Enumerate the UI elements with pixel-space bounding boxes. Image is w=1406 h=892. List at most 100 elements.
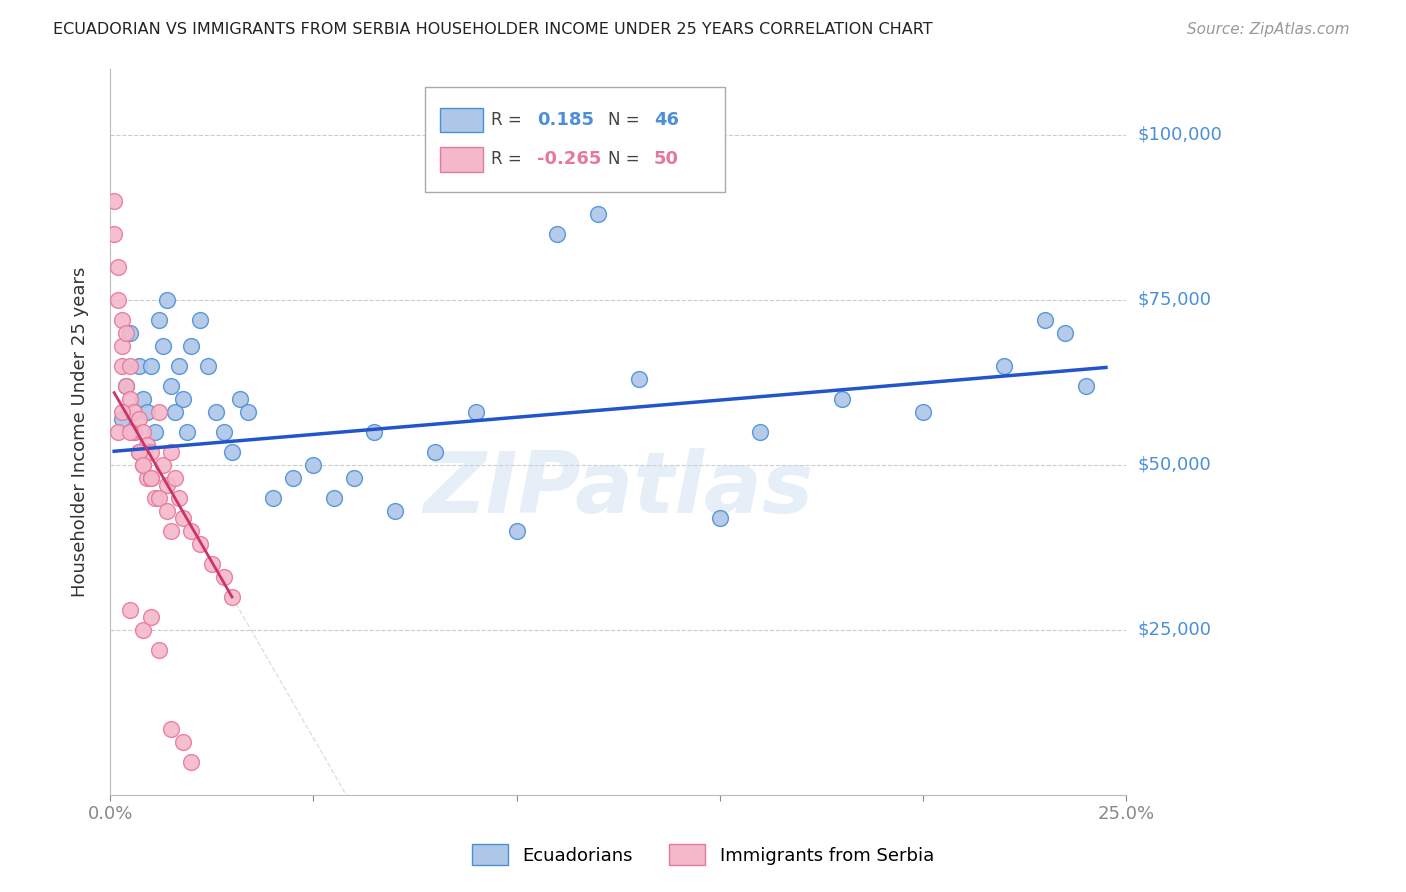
Point: [131, 392, 153, 406]
Point: [139, 609, 162, 624]
Point: [172, 392, 194, 406]
Point: [128, 444, 150, 458]
Point: [505, 524, 527, 538]
Point: [143, 425, 166, 439]
Point: [188, 537, 211, 551]
Point: [197, 359, 219, 373]
Text: $50,000: $50,000: [1137, 456, 1211, 474]
Text: $25,000: $25,000: [1137, 621, 1212, 639]
Point: [120, 425, 142, 439]
Point: [135, 405, 157, 419]
Point: [111, 359, 134, 373]
Point: [152, 458, 174, 472]
Point: [1033, 312, 1056, 326]
Point: [148, 405, 170, 419]
Point: [201, 557, 224, 571]
Point: [180, 755, 202, 769]
Point: [262, 491, 284, 505]
Point: [160, 524, 183, 538]
Point: [115, 326, 138, 340]
Point: [115, 378, 138, 392]
Point: [167, 359, 190, 373]
Point: [124, 425, 146, 439]
Point: [586, 207, 609, 221]
Point: [212, 425, 235, 439]
Point: [143, 491, 166, 505]
Point: [180, 339, 202, 353]
Point: [152, 339, 174, 353]
Point: [107, 425, 129, 439]
Point: [302, 458, 325, 472]
Point: [425, 444, 447, 458]
Point: [120, 603, 142, 617]
Point: [107, 260, 129, 274]
Point: [124, 425, 146, 439]
Point: [627, 372, 650, 386]
Point: [128, 359, 150, 373]
Point: [464, 405, 486, 419]
Point: [709, 510, 731, 524]
Point: [139, 444, 162, 458]
Text: 46: 46: [654, 112, 679, 129]
Legend: Ecuadorians, Immigrants from Serbia: Ecuadorians, Immigrants from Serbia: [463, 835, 943, 874]
Point: [993, 359, 1015, 373]
Point: [165, 471, 187, 485]
Point: [160, 722, 183, 736]
Point: [103, 194, 125, 208]
Point: [111, 339, 134, 353]
Point: [120, 392, 142, 406]
Point: [139, 471, 162, 485]
FancyBboxPatch shape: [440, 147, 484, 171]
Point: [1054, 326, 1077, 340]
Text: $75,000: $75,000: [1137, 291, 1212, 309]
Point: [546, 227, 568, 241]
Point: [831, 392, 853, 406]
Point: [212, 570, 235, 584]
Text: ECUADORIAN VS IMMIGRANTS FROM SERBIA HOUSEHOLDER INCOME UNDER 25 YEARS CORRELATI: ECUADORIAN VS IMMIGRANTS FROM SERBIA HOU…: [53, 22, 934, 37]
Point: [111, 411, 134, 425]
Point: [172, 735, 194, 749]
Point: [229, 392, 252, 406]
FancyBboxPatch shape: [440, 108, 484, 132]
Point: [107, 293, 129, 307]
Point: [131, 458, 153, 472]
Text: R =: R =: [491, 112, 522, 129]
Point: [120, 359, 142, 373]
Point: [131, 458, 153, 472]
Point: [180, 524, 202, 538]
Text: Source: ZipAtlas.com: Source: ZipAtlas.com: [1187, 22, 1350, 37]
Point: [115, 378, 138, 392]
Point: [148, 642, 170, 657]
Point: [281, 471, 304, 485]
Point: [165, 405, 187, 419]
Text: N =: N =: [607, 151, 640, 169]
Text: 0.185: 0.185: [537, 112, 593, 129]
Text: R =: R =: [491, 151, 522, 169]
Point: [172, 510, 194, 524]
Point: [363, 425, 385, 439]
Text: ZIPatlas: ZIPatlas: [423, 449, 813, 532]
FancyBboxPatch shape: [425, 87, 725, 192]
Point: [128, 444, 150, 458]
Point: [135, 471, 157, 485]
Point: [128, 411, 150, 425]
Point: [221, 590, 243, 604]
Point: [221, 444, 243, 458]
Point: [160, 378, 183, 392]
Point: [156, 504, 179, 518]
Point: [156, 293, 179, 307]
Point: [384, 504, 406, 518]
Point: [167, 491, 190, 505]
Point: [204, 405, 226, 419]
Point: [139, 359, 162, 373]
Text: $100,000: $100,000: [1137, 126, 1222, 144]
Point: [160, 444, 183, 458]
Point: [238, 405, 260, 419]
Y-axis label: Householder Income Under 25 years: Householder Income Under 25 years: [72, 267, 89, 597]
Point: [148, 312, 170, 326]
Point: [111, 405, 134, 419]
Point: [131, 623, 153, 637]
Point: [188, 312, 211, 326]
Text: -0.265: -0.265: [537, 151, 602, 169]
Point: [749, 425, 772, 439]
